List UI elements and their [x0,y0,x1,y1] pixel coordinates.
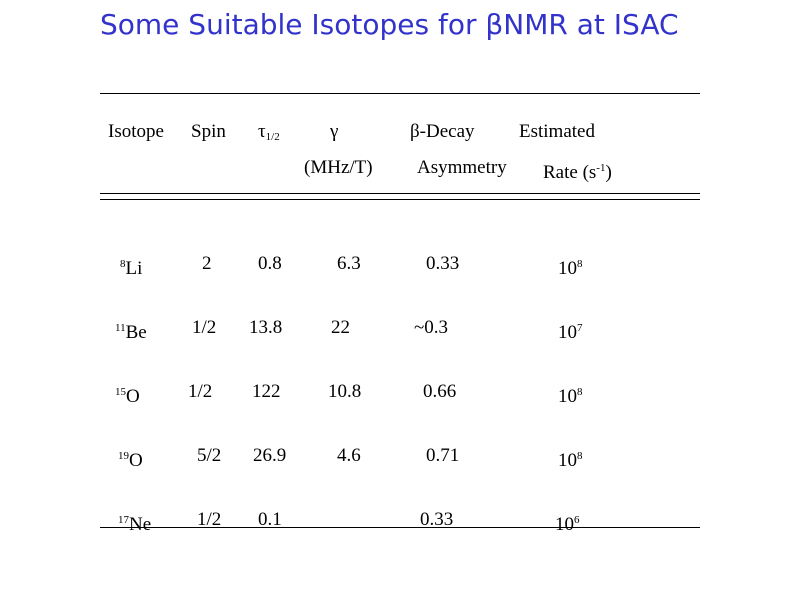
cell-rate-exp: 6 [574,514,580,526]
cell-spin: 1/2 [197,509,222,530]
cell-rate-exp: 8 [577,386,583,398]
cell-spin: 5/2 [197,445,222,466]
cell-halflife: 0.8 [258,253,282,274]
header-isotope: Isotope [108,121,164,142]
cell-halflife: 13.8 [249,317,283,338]
cell-isotope: 15O [115,380,140,409]
cell-rate: 108 [558,444,583,473]
cell-rate-exp: 7 [577,322,583,334]
cell-isotope-mass: 8 [120,258,126,270]
header-rate-tail: ) [605,162,612,183]
header-rate-base: Rate (s [543,162,597,183]
header-halflife: τ1/2 [258,120,280,149]
cell-isotope-symbol: O [129,450,143,471]
cell-rate: 107 [558,316,583,345]
cell-isotope-symbol: Be [125,322,147,343]
cell-isotope: 19O [118,444,143,473]
cell-gamma: 10.8 [328,381,362,402]
cell-spin: 2 [202,253,212,274]
cell-rate-exp: 8 [577,258,583,270]
header-halflife-base: τ [258,121,266,142]
cell-spin: 1/2 [192,317,217,338]
cell-isotope-symbol: Li [125,258,143,279]
cell-spin: 1/2 [188,381,213,402]
header-decay: Asymmetry [417,157,507,178]
cell-rate: 106 [555,508,580,537]
header-rate: Estimated [519,121,595,142]
cell-gamma: 4.6 [337,445,361,466]
header-spin: Spin [191,121,226,142]
cell-asymmetry: 0.33 [420,509,454,530]
cell-isotope-mass: 19 [118,450,129,462]
cell-gamma: 6.3 [337,253,361,274]
table-top-rule [100,93,700,94]
header-decay: β-Decay [410,121,475,142]
header-rate-sup: -1 [596,162,606,174]
header-gamma-unit: (MHz/T) [304,157,373,178]
header-rule [100,199,700,200]
cell-isotope: 17Ne [118,508,151,537]
cell-halflife: 0.1 [258,509,282,530]
cell-isotope-mass: 11 [115,322,126,334]
cell-halflife: 26.9 [253,445,287,466]
cell-halflife: 122 [252,381,281,402]
header-halflife-sub: 1/2 [265,131,280,143]
cell-rate-exp: 8 [577,450,583,462]
cell-isotope-symbol: O [126,386,140,407]
header-rule [100,193,700,194]
cell-isotope-symbol: Ne [129,514,152,535]
header-rate: Rate (s-1) [543,156,612,185]
cell-isotope-mass: 17 [118,514,129,526]
cell-rate-base: 10 [555,514,574,535]
cell-rate-base: 10 [558,386,577,407]
cell-isotope: 11Be [115,316,147,345]
table-bottom-rule [100,527,700,528]
cell-rate-base: 10 [558,450,577,471]
cell-rate-base: 10 [558,258,577,279]
cell-asymmetry: 0.71 [426,445,460,466]
cell-rate-base: 10 [558,322,577,343]
cell-rate: 108 [558,380,583,409]
slide-title: Some Suitable Isotopes for βNMR at ISAC [100,8,679,41]
cell-asymmetry: ~0.3 [414,317,449,338]
cell-gamma: 22 [331,317,350,338]
cell-isotope-mass: 15 [115,386,126,398]
cell-rate: 108 [558,252,583,281]
cell-asymmetry: 0.33 [426,253,460,274]
header-gamma: γ [330,121,339,142]
cell-isotope: 8Li [120,252,142,281]
cell-asymmetry: 0.66 [423,381,457,402]
